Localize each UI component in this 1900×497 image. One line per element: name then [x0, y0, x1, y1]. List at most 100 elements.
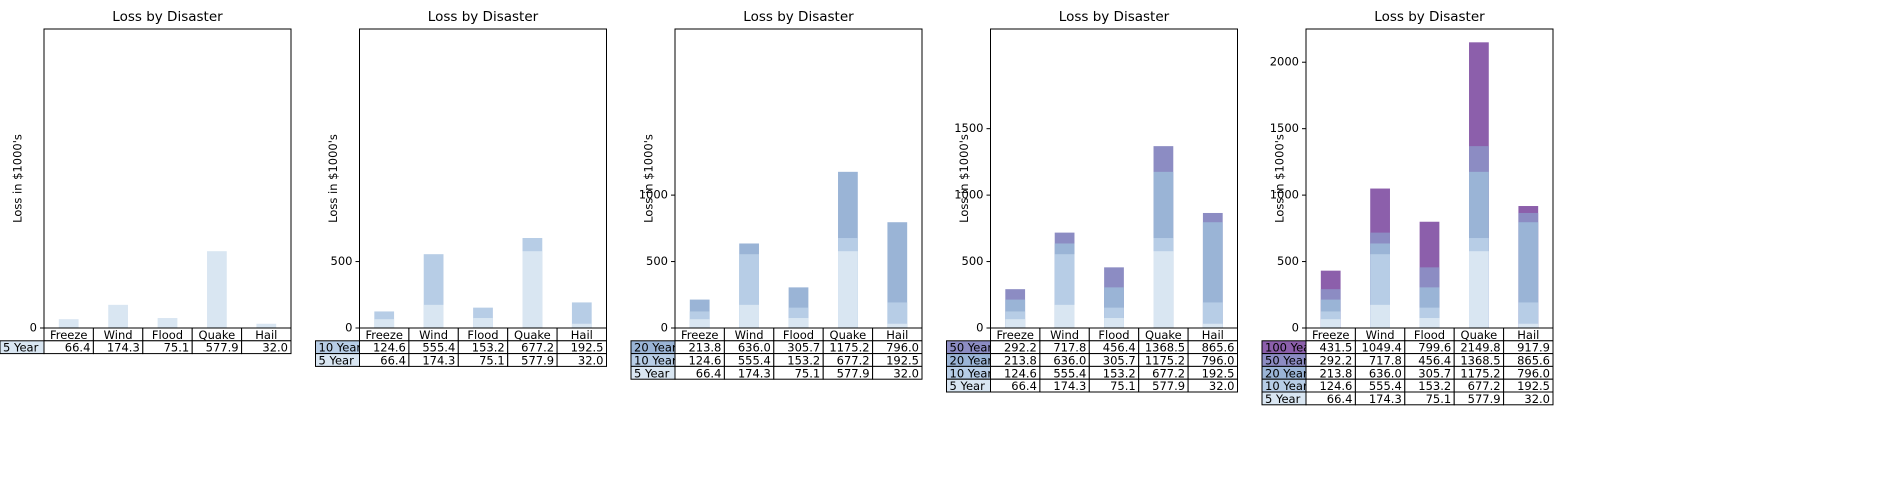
table-value: 192.5 [571, 341, 604, 355]
table-value: 1368.5 [1460, 354, 1500, 368]
table-value: 292.2 [1004, 341, 1037, 355]
legend-label: 20 Year [950, 354, 993, 368]
table-value: 213.8 [1004, 354, 1037, 368]
plot-frame [674, 28, 923, 329]
table-value: 555.4 [1369, 379, 1402, 393]
table-column-label: Quake [514, 328, 551, 342]
table-value: 75.1 [1426, 392, 1452, 406]
table-value: 677.2 [1152, 366, 1185, 380]
table-value: 66.4 [696, 366, 722, 380]
bar [108, 304, 128, 328]
table-value: 305.7 [1103, 354, 1136, 368]
y-tick-label: 0 [1292, 321, 1299, 335]
table-value: 66.4 [65, 341, 91, 355]
table-value: 75.1 [479, 354, 505, 368]
chart-title: Loss by Disaster [112, 9, 223, 25]
table-value: 305.7 [1418, 366, 1451, 380]
table-value: 677.2 [837, 354, 870, 368]
table-value: 153.2 [1418, 379, 1451, 393]
table-value: 153.2 [787, 354, 820, 368]
table-value: 717.8 [1369, 354, 1402, 368]
table-value: 153.2 [472, 341, 505, 355]
bar [157, 318, 178, 328]
table-cell [1187, 378, 1238, 393]
table-value: 32.0 [1209, 379, 1235, 393]
y-tick-label: 1000 [639, 188, 668, 202]
table-value: 66.4 [1327, 392, 1353, 406]
bar [1370, 304, 1390, 328]
table-value: 32.0 [578, 354, 604, 368]
chart-title: Loss by Disaster [1059, 9, 1170, 25]
table-value: 677.2 [521, 341, 554, 355]
bar [887, 222, 908, 328]
bar [207, 251, 227, 328]
bar [423, 304, 444, 328]
table-column-label: Hail [1517, 328, 1539, 342]
bar [1419, 318, 1440, 328]
table-value: 213.8 [688, 341, 721, 355]
table-value: 174.3 [738, 366, 771, 380]
bar [1153, 251, 1174, 328]
bar [887, 302, 908, 328]
table-value: 32.0 [893, 366, 919, 380]
table-cell [872, 365, 923, 380]
table-value: 555.4 [1053, 366, 1086, 380]
table-column-label: Flood [152, 328, 183, 342]
legend-label: 10 Year [950, 366, 993, 380]
legend-label: 10 Year [1265, 379, 1308, 393]
table-value: 2149.8 [1460, 341, 1500, 355]
table-cell [556, 353, 607, 367]
y-tick-label: 0 [976, 321, 983, 335]
bar [571, 302, 592, 328]
table-value: 124.6 [373, 341, 406, 355]
table-value: 66.4 [380, 354, 406, 368]
table-cell [241, 340, 292, 355]
y-tick-label: 0 [661, 321, 668, 335]
y-tick-label: 500 [331, 254, 353, 268]
table-column-label: Quake [1145, 328, 1182, 342]
table-value: 577.9 [837, 366, 870, 380]
table-value: 917.9 [1517, 341, 1550, 355]
y-tick-label: 500 [962, 254, 984, 268]
table-column-label: Freeze [1312, 328, 1350, 342]
table-value: 456.4 [1418, 354, 1451, 368]
bar [571, 323, 592, 328]
table-value: 124.6 [688, 354, 721, 368]
table-value: 636.0 [1369, 366, 1402, 380]
bar [1518, 302, 1539, 328]
table-value: 75.1 [164, 341, 190, 355]
table-column-label: Freeze [996, 328, 1034, 342]
table-column-label: Quake [199, 328, 236, 342]
table-value: 796.0 [1517, 366, 1550, 380]
table-value: 677.2 [1468, 379, 1501, 393]
table-value: 555.4 [422, 341, 455, 355]
chart-title: Loss by Disaster [1374, 9, 1485, 25]
table-value: 865.6 [1202, 341, 1235, 355]
table-value: 192.5 [886, 354, 919, 368]
table-column-label: Wind [419, 328, 448, 342]
table-value: 577.9 [206, 341, 239, 355]
bar [473, 318, 493, 328]
table-value: 174.3 [1053, 379, 1086, 393]
table-column-label: Hail [886, 328, 908, 342]
table-value: 292.2 [1319, 354, 1352, 368]
table-value: 153.2 [1103, 366, 1136, 380]
table-value: 577.9 [1468, 392, 1501, 406]
table-value: 1175.2 [1460, 366, 1500, 380]
table-column-label: Freeze [681, 328, 719, 342]
table-value: 796.0 [886, 341, 919, 355]
table-value: 577.9 [1152, 379, 1185, 393]
table-value: 1368.5 [1145, 341, 1185, 355]
table-cell [1503, 391, 1554, 406]
table-value: 577.9 [521, 354, 554, 368]
bar [1202, 222, 1223, 328]
table-value: 32.0 [1524, 392, 1550, 406]
y-tick-label: 1000 [954, 188, 983, 202]
bar [1518, 323, 1539, 328]
legend-label: 5 Year [950, 379, 986, 393]
bar [1005, 319, 1026, 328]
table-column-label: Quake [830, 328, 867, 342]
y-tick-label: 1500 [1270, 121, 1299, 135]
table-value: 192.5 [1517, 379, 1550, 393]
